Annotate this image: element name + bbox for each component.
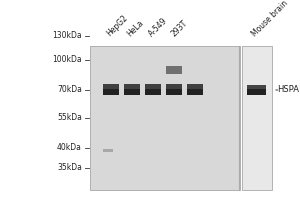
Text: HepG2: HepG2 <box>105 13 129 38</box>
FancyBboxPatch shape <box>124 84 140 89</box>
FancyBboxPatch shape <box>187 84 203 89</box>
Text: A-549: A-549 <box>147 16 169 38</box>
FancyBboxPatch shape <box>103 148 112 152</box>
FancyBboxPatch shape <box>103 84 119 89</box>
FancyBboxPatch shape <box>247 85 266 95</box>
FancyBboxPatch shape <box>187 84 203 95</box>
FancyBboxPatch shape <box>242 46 272 190</box>
FancyBboxPatch shape <box>124 84 140 95</box>
FancyBboxPatch shape <box>247 85 266 89</box>
Text: 40kDa: 40kDa <box>57 144 82 152</box>
Text: 55kDa: 55kDa <box>57 114 82 122</box>
Text: Mouse brain: Mouse brain <box>250 0 290 38</box>
Text: HSPA1A: HSPA1A <box>278 85 300 94</box>
FancyBboxPatch shape <box>166 84 182 95</box>
FancyBboxPatch shape <box>103 84 119 95</box>
FancyBboxPatch shape <box>166 66 182 74</box>
Text: 70kDa: 70kDa <box>57 85 82 94</box>
Text: 293T: 293T <box>169 18 189 38</box>
FancyBboxPatch shape <box>90 46 240 190</box>
Text: 35kDa: 35kDa <box>57 164 82 172</box>
Text: 130kDa: 130kDa <box>52 31 82 40</box>
FancyBboxPatch shape <box>145 84 161 89</box>
FancyBboxPatch shape <box>145 84 161 95</box>
Text: 100kDa: 100kDa <box>52 55 82 64</box>
Text: HeLa: HeLa <box>126 18 146 38</box>
FancyBboxPatch shape <box>166 84 182 89</box>
